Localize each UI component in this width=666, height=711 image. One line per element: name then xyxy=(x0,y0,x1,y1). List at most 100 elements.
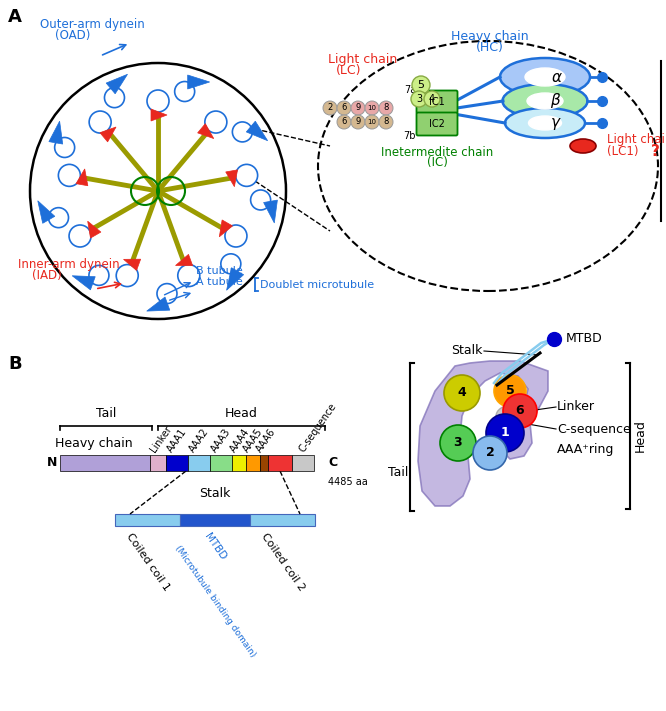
Circle shape xyxy=(69,225,91,247)
Text: 2: 2 xyxy=(486,447,494,459)
Text: β: β xyxy=(550,94,560,109)
Text: 8: 8 xyxy=(384,104,389,112)
Circle shape xyxy=(157,284,177,304)
Polygon shape xyxy=(226,170,238,187)
Circle shape xyxy=(55,137,75,157)
Polygon shape xyxy=(418,361,548,506)
Circle shape xyxy=(351,115,365,129)
Text: MTBD: MTBD xyxy=(566,333,603,346)
Text: γ: γ xyxy=(551,115,559,131)
Text: AAA6: AAA6 xyxy=(255,427,278,454)
Text: 4: 4 xyxy=(429,94,435,104)
Circle shape xyxy=(503,394,537,428)
Polygon shape xyxy=(124,260,141,270)
Text: (Microtubule binding domain): (Microtubule binding domain) xyxy=(173,544,257,659)
Text: 2: 2 xyxy=(328,104,332,112)
Polygon shape xyxy=(100,127,116,142)
Bar xyxy=(260,455,268,471)
Circle shape xyxy=(412,76,430,94)
Text: 5: 5 xyxy=(505,385,514,397)
Text: 1: 1 xyxy=(501,427,509,439)
Bar xyxy=(268,455,292,471)
Circle shape xyxy=(232,122,252,142)
Text: B: B xyxy=(8,355,21,373)
Text: A: A xyxy=(8,8,22,26)
Text: α: α xyxy=(552,70,562,85)
Polygon shape xyxy=(151,109,167,121)
Circle shape xyxy=(205,111,227,133)
Circle shape xyxy=(365,115,379,129)
Text: Coiled coil 2: Coiled coil 2 xyxy=(259,531,306,592)
Polygon shape xyxy=(226,268,244,290)
Text: AAA5: AAA5 xyxy=(242,427,265,454)
Text: IC1: IC1 xyxy=(429,97,445,107)
Text: 3: 3 xyxy=(454,437,462,449)
Polygon shape xyxy=(188,75,210,89)
Circle shape xyxy=(337,115,351,129)
Circle shape xyxy=(337,101,351,115)
Circle shape xyxy=(379,101,393,115)
Text: Light chain 1: Light chain 1 xyxy=(607,134,666,146)
Ellipse shape xyxy=(527,93,563,109)
Text: 10: 10 xyxy=(368,119,376,125)
Ellipse shape xyxy=(529,116,561,130)
Text: 6: 6 xyxy=(341,104,347,112)
Ellipse shape xyxy=(525,68,565,86)
Text: Head: Head xyxy=(634,419,647,452)
Circle shape xyxy=(178,264,200,287)
Circle shape xyxy=(174,82,194,102)
Circle shape xyxy=(351,101,365,115)
Text: Light chain: Light chain xyxy=(328,53,397,66)
Text: (LC1): (LC1) xyxy=(607,144,639,158)
Bar xyxy=(210,455,232,471)
Circle shape xyxy=(486,414,524,452)
Text: ?: ? xyxy=(651,144,660,159)
Text: C-sequence: C-sequence xyxy=(557,422,631,436)
Text: Tail: Tail xyxy=(96,407,116,420)
Circle shape xyxy=(365,101,379,115)
Polygon shape xyxy=(264,200,278,223)
Text: B tubule: B tubule xyxy=(196,266,242,276)
Text: N: N xyxy=(47,456,57,469)
Circle shape xyxy=(323,101,337,115)
Bar xyxy=(115,514,180,526)
Circle shape xyxy=(411,91,427,107)
Text: MTBD: MTBD xyxy=(202,531,228,562)
Circle shape xyxy=(89,265,109,285)
Polygon shape xyxy=(176,255,192,266)
Bar xyxy=(232,455,246,471)
Ellipse shape xyxy=(503,84,587,118)
Polygon shape xyxy=(49,121,63,144)
Circle shape xyxy=(236,164,258,186)
Polygon shape xyxy=(72,276,95,290)
Text: 9: 9 xyxy=(356,104,360,112)
Text: A tubule: A tubule xyxy=(196,277,242,287)
Circle shape xyxy=(494,375,526,407)
Polygon shape xyxy=(219,220,232,237)
Text: Heavy chain: Heavy chain xyxy=(55,437,133,449)
Circle shape xyxy=(221,254,241,274)
Polygon shape xyxy=(106,74,127,94)
Text: AAA2: AAA2 xyxy=(188,427,211,454)
Circle shape xyxy=(250,190,270,210)
Text: 7a: 7a xyxy=(404,85,416,95)
Polygon shape xyxy=(38,201,55,223)
Bar xyxy=(150,455,166,471)
Circle shape xyxy=(379,115,393,129)
Text: 9: 9 xyxy=(356,117,360,127)
Circle shape xyxy=(444,375,480,411)
Bar xyxy=(250,514,315,526)
Bar xyxy=(292,455,314,471)
Circle shape xyxy=(49,208,69,228)
Text: Linker: Linker xyxy=(557,400,595,414)
Text: (IAD): (IAD) xyxy=(32,269,62,282)
Text: Linker: Linker xyxy=(149,424,174,454)
Text: (LC): (LC) xyxy=(336,64,362,77)
Ellipse shape xyxy=(496,405,528,427)
Text: 7b: 7b xyxy=(404,131,416,141)
Text: C-sequence: C-sequence xyxy=(297,401,338,454)
Text: 10: 10 xyxy=(368,105,376,111)
Text: 4: 4 xyxy=(458,387,466,400)
Circle shape xyxy=(89,111,111,133)
Text: 8: 8 xyxy=(384,117,389,127)
